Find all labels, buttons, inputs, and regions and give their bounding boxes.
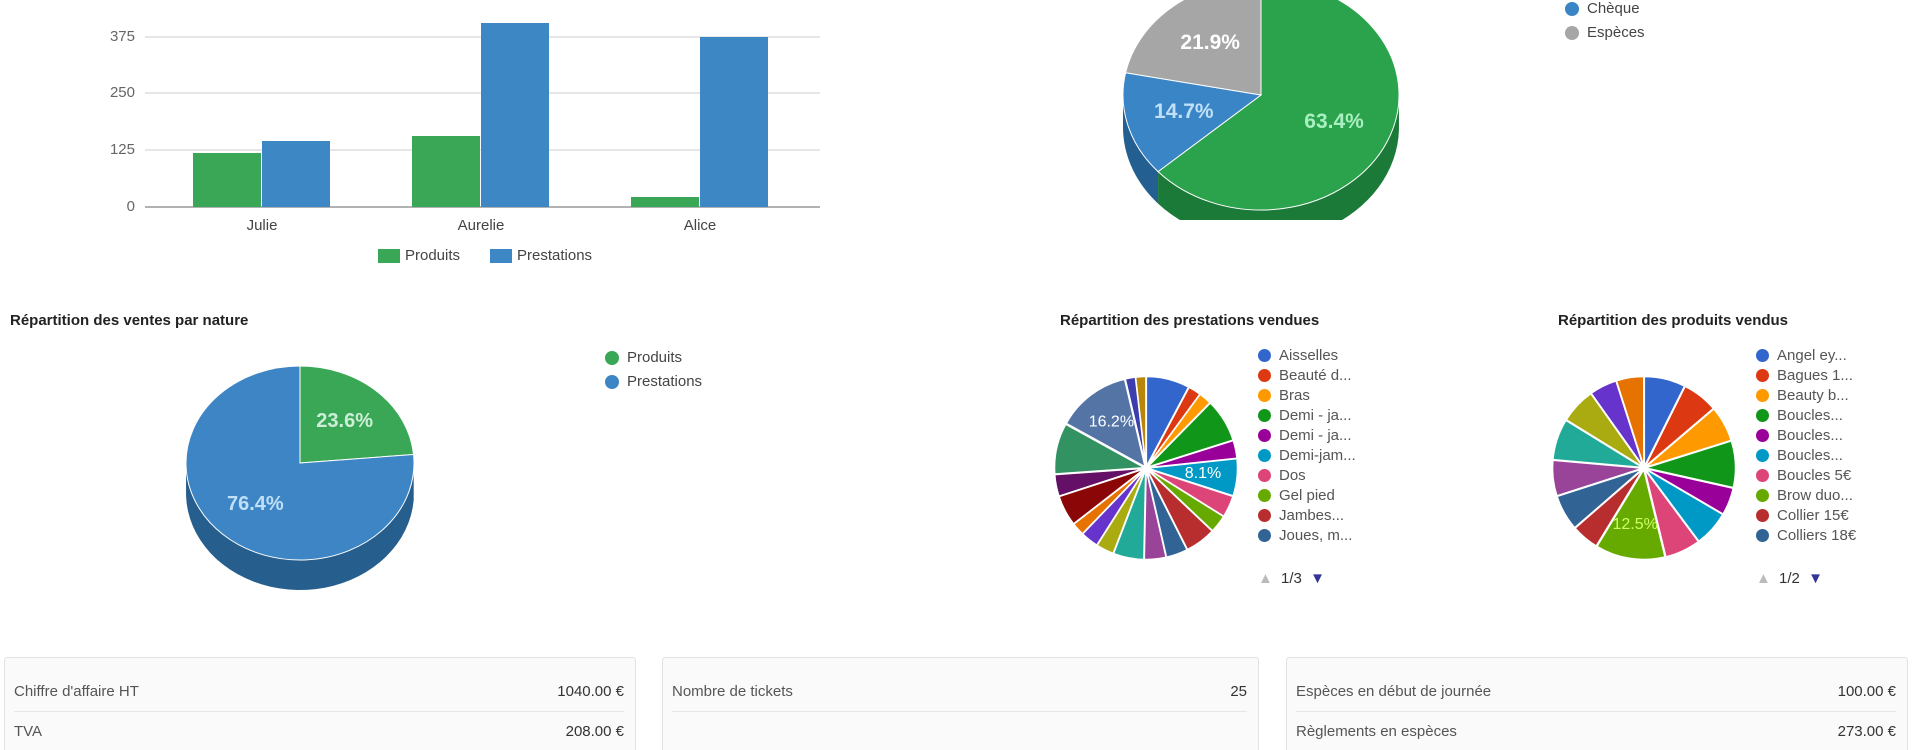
svg-text:Prestations: Prestations [517, 247, 592, 264]
svg-text:63.4%: 63.4% [1304, 110, 1364, 133]
svg-text:12.5%: 12.5% [1613, 516, 1658, 533]
svg-text:14.7%: 14.7% [1154, 100, 1214, 123]
svg-text:23.6%: 23.6% [316, 410, 373, 432]
svg-text:76.4%: 76.4% [227, 493, 284, 515]
svg-text:8.1%: 8.1% [1185, 465, 1221, 482]
svg-text:16.2%: 16.2% [1089, 414, 1134, 431]
svg-text:21.9%: 21.9% [1180, 31, 1240, 54]
svg-text:Produits: Produits [405, 247, 460, 264]
